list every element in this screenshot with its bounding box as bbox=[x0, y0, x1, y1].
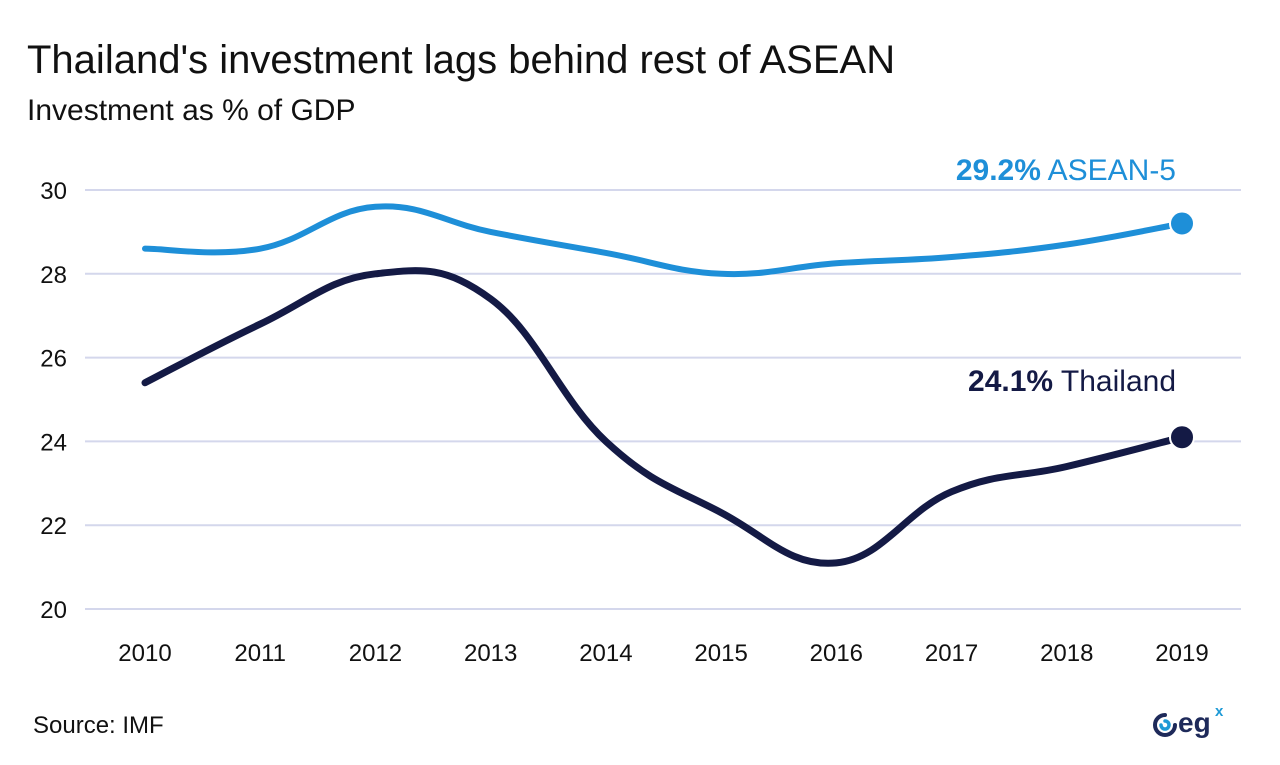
x-tick-label: 2016 bbox=[810, 640, 863, 667]
y-tick-label: 30 bbox=[40, 178, 67, 205]
x-tick-label: 2012 bbox=[349, 640, 402, 667]
y-tick-label: 24 bbox=[40, 429, 67, 456]
end-labels: 29.2% ASEAN-5 24.1% Thailand bbox=[956, 154, 1176, 398]
x-axis: 2010 2011 2012 2013 2014 2015 2016 2017 2018 2019 bbox=[118, 640, 1208, 667]
thailand-end-label: 24.1% Thailand bbox=[968, 365, 1176, 398]
y-axis: 20 22 24 26 28 30 bbox=[40, 178, 67, 624]
swirl-icon bbox=[1153, 713, 1177, 737]
thailand-line bbox=[141, 267, 1186, 567]
thailand-end-value: 24.1% bbox=[968, 365, 1053, 398]
y-tick-label: 20 bbox=[40, 597, 67, 624]
series bbox=[141, 203, 1195, 567]
asean-5-end-marker bbox=[1169, 210, 1195, 237]
x-tick-label: 2018 bbox=[1040, 640, 1093, 667]
chart-subtitle: Investment as % of GDP bbox=[27, 94, 356, 127]
logo-text: eg bbox=[1178, 707, 1211, 738]
grid-lines bbox=[85, 189, 1241, 610]
x-tick-label: 2013 bbox=[464, 640, 517, 667]
source-note: Source: IMF bbox=[33, 712, 164, 739]
y-tick-label: 26 bbox=[40, 346, 67, 373]
asean-end-value: 29.2% bbox=[956, 154, 1041, 187]
egx-logo: eg x bbox=[1152, 703, 1244, 744]
x-tick-label: 2017 bbox=[925, 640, 978, 667]
asean-end-name: ASEAN-5 bbox=[1048, 154, 1176, 187]
logo-superscript: x bbox=[1215, 703, 1224, 720]
chart-title: Thailand's investment lags behind rest o… bbox=[27, 38, 896, 82]
x-tick-label: 2010 bbox=[118, 640, 171, 667]
asean-end-label: 29.2% ASEAN-5 bbox=[956, 154, 1176, 187]
y-tick-label: 22 bbox=[40, 513, 67, 540]
asean-5-line bbox=[142, 203, 1185, 278]
x-tick-label: 2014 bbox=[579, 640, 632, 667]
thailand-end-marker bbox=[1169, 424, 1195, 451]
thailand-end-name: Thailand bbox=[1061, 365, 1176, 398]
y-tick-label: 28 bbox=[40, 262, 67, 289]
x-tick-label: 2019 bbox=[1155, 640, 1208, 667]
x-tick-label: 2015 bbox=[694, 640, 747, 667]
x-tick-label: 2011 bbox=[234, 640, 286, 667]
